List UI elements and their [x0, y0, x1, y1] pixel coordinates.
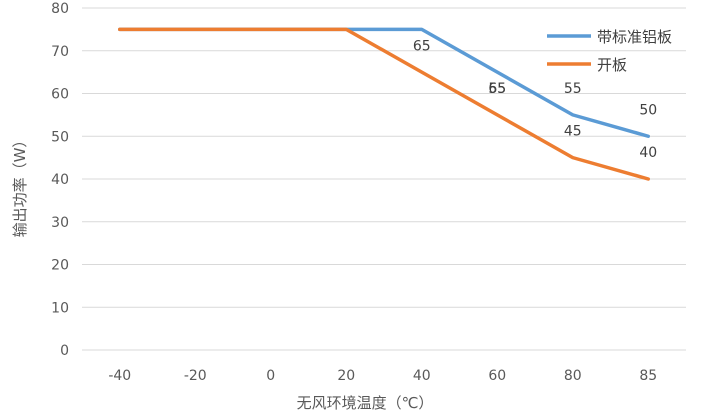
x-tick-label: 60: [488, 368, 506, 384]
y-tick-label: 30: [51, 215, 69, 231]
y-tick-label: 70: [51, 44, 69, 60]
data-label: 45: [564, 124, 582, 140]
y-tick-label: 40: [51, 172, 69, 188]
x-tick-label: -40: [108, 368, 131, 384]
y-axis-title: 输出功率（W）: [11, 133, 29, 238]
y-tick-label: 0: [60, 343, 69, 359]
gridlines: [82, 7, 686, 351]
legend-label: 带标准铝板: [597, 28, 672, 46]
data-label: 55: [564, 81, 582, 97]
x-tick-label: 40: [413, 368, 431, 384]
data-label: 55: [488, 81, 506, 97]
x-axis-ticks: -40 -20 0 20 40 60 80 85: [108, 368, 657, 384]
y-axis-ticks: 0 10 20 30 40 50 60 70 80: [51, 1, 69, 359]
legend-label: 开板: [597, 56, 627, 74]
data-label: 65: [413, 38, 431, 54]
data-label: 50: [639, 102, 657, 118]
x-tick-label: 20: [337, 368, 355, 384]
y-tick-label: 10: [51, 300, 69, 316]
x-tick-label: 0: [266, 368, 275, 384]
x-tick-label: 85: [639, 368, 657, 384]
y-tick-label: 50: [51, 129, 69, 145]
x-axis-title: 无风环境温度（℃）: [297, 394, 434, 412]
y-tick-label: 20: [51, 258, 69, 274]
data-label: 65: [488, 81, 506, 97]
y-tick-label: 60: [51, 87, 69, 103]
x-tick-label: -20: [184, 368, 207, 384]
data-label: 40: [639, 145, 657, 161]
series-line-1: [118, 27, 650, 181]
x-tick-label: 80: [564, 368, 582, 384]
series-lines: [118, 27, 650, 181]
y-tick-label: 80: [51, 1, 69, 17]
